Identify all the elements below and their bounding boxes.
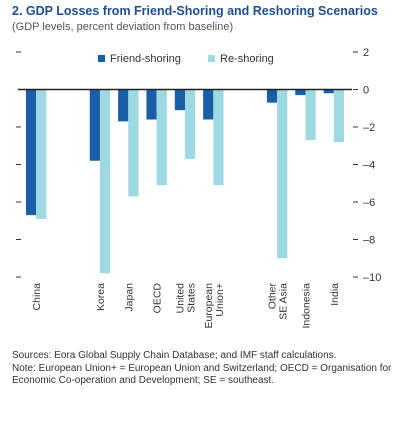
category-label: States xyxy=(186,283,198,313)
category-label: Japan xyxy=(123,283,135,312)
bar-re-shoring xyxy=(128,89,139,197)
chart-title: 2. GDP Losses from Friend-Shoring and Re… xyxy=(12,4,378,18)
category-label: Other xyxy=(267,283,279,310)
y-tick-label: –4 xyxy=(363,160,375,172)
bar-re-shoring xyxy=(36,89,47,219)
chart-subtitle: (GDP levels, percent deviation from base… xyxy=(12,21,234,33)
legend-swatch-re-shoring xyxy=(208,55,215,62)
bar-re-shoring xyxy=(213,89,224,186)
category-label: China xyxy=(31,283,43,311)
y-tick-label: 0 xyxy=(363,85,369,97)
y-tick-label: –8 xyxy=(363,235,375,247)
left-tick-marks xyxy=(16,51,21,278)
y-tick-label: –6 xyxy=(363,197,375,209)
category-label: OECD xyxy=(152,283,164,314)
category-label: Korea xyxy=(95,283,107,311)
right-axis: 2 0 –2 –4 –6 –8 –10 xyxy=(353,47,381,284)
category-label: European xyxy=(203,283,215,329)
footnote: Note: European Union+ = European Union a… xyxy=(12,362,392,387)
bar-re-shoring xyxy=(185,89,196,159)
bar-friend-shoring xyxy=(89,89,100,161)
bar-friend-shoring xyxy=(266,89,278,103)
category-label: United xyxy=(175,283,187,314)
y-tick-label: 2 xyxy=(363,47,369,59)
legend: Friend-shoring Re-shoring xyxy=(98,53,274,65)
bar-friend-shoring xyxy=(323,89,334,94)
y-tick-label: –2 xyxy=(363,122,375,134)
bar-chart: 20–2–4–6–8–10 China Korea Japan OECD United S… xyxy=(16,47,381,329)
bar-friend-shoring xyxy=(118,89,129,122)
bar-re-shoring xyxy=(99,89,111,274)
bar-friend-shoring xyxy=(146,89,157,120)
y-tick-label: –10 xyxy=(363,272,381,284)
category-label: SE Asia xyxy=(278,283,290,320)
legend-label-friend-shoring: Friend-shoring xyxy=(110,53,181,65)
bar-re-shoring xyxy=(156,89,167,186)
chart-notes: Sources: Eora Global Supply Chain Databa… xyxy=(12,350,392,388)
bar-friend-shoring xyxy=(25,89,37,216)
bar-friend-shoring xyxy=(295,89,306,96)
category-labels: China Korea Japan OECD United States European U… xyxy=(31,283,341,329)
bar-re-shoring xyxy=(305,89,316,141)
category-label: Indonesia xyxy=(300,283,312,329)
category-label: India xyxy=(329,283,341,306)
category-label: Union+ xyxy=(214,283,226,317)
bar-re-shoring xyxy=(333,89,345,142)
sources-note: Sources: Eora Global Supply Chain Databa… xyxy=(12,350,337,361)
legend-swatch-friend-shoring xyxy=(98,55,105,62)
bar-friend-shoring xyxy=(174,89,185,111)
bar-friend-shoring xyxy=(203,89,214,120)
bars xyxy=(25,89,345,274)
legend-label-re-shoring: Re-shoring xyxy=(220,53,274,65)
bar-re-shoring xyxy=(277,89,288,259)
